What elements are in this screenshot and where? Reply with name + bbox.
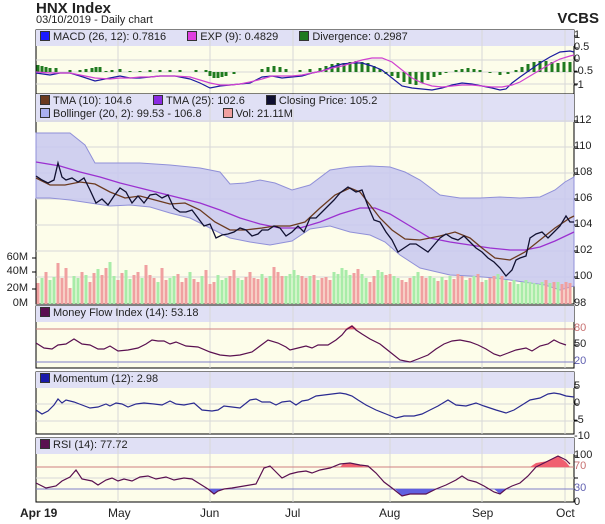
price-legend-row2: Bollinger (20, 2): 99.53 - 106.8 Vol: 21… <box>40 108 311 120</box>
right-axis-ticks <box>32 35 578 479</box>
xaxis-label-sep: Sep <box>472 506 494 520</box>
mfi-ytick: 80 <box>574 322 587 334</box>
rsi-swatch-icon <box>40 439 50 449</box>
volume-bars <box>36 262 572 304</box>
mfi-panel <box>35 305 575 369</box>
legend-bollinger: Bollinger (20, 2): 99.53 - 106.8 <box>40 108 202 120</box>
rsi-ytick: 100 <box>574 449 593 461</box>
macd-ytick: 1 <box>574 29 581 41</box>
price-ytick: 108 <box>574 166 593 178</box>
price-ytick: 110 <box>574 140 592 152</box>
closing-price-swatch-icon <box>265 95 276 105</box>
rsi-legend: RSI (14): 77.72 <box>40 439 128 451</box>
exp-swatch-icon <box>187 31 198 41</box>
volume-ytick: 20M <box>6 282 28 294</box>
momentum-panel <box>35 371 575 435</box>
macd-ytick: -1 <box>574 79 584 91</box>
rsi-ytick: 70 <box>574 460 587 472</box>
xaxis-label-jun: Jun <box>200 506 220 520</box>
price-ytick: 100 <box>574 270 593 282</box>
volume-swatch-icon <box>222 108 233 118</box>
rsi-ytick: 30 <box>574 482 587 494</box>
price-ytick: 102 <box>574 244 593 256</box>
momentum-ytick: 5 <box>574 380 581 392</box>
volume-ytick: 40M <box>6 265 28 277</box>
chart-title: HNX Index <box>36 0 112 17</box>
price-panel <box>35 93 575 305</box>
price-ytick: 104 <box>574 218 593 230</box>
rsi-ytick: 0 <box>574 496 581 508</box>
legend-closing-price: Closing Price: 105.2 <box>265 95 377 107</box>
ticker-label: VCBS <box>557 10 599 27</box>
legend-divergence: Divergence: 0.2987 <box>299 31 408 43</box>
mfi-ytick: 20 <box>574 355 587 367</box>
macd-legend: MACD (26, 12): 0.7816 EXP (9): 0.4829 Di… <box>40 31 426 43</box>
tma10-swatch-icon <box>40 95 50 105</box>
price-ytick: 98 <box>574 297 587 309</box>
macd-ytick: 0.5 <box>574 41 590 53</box>
mfi-ytick: 50 <box>574 338 587 350</box>
macd-swatch-icon <box>40 31 50 41</box>
legend-volume: Vol: 21.11M <box>222 108 293 120</box>
xaxis-label-jul: Jul <box>285 506 301 520</box>
mfi-legend: Money Flow Index (14): 53.18 <box>40 307 199 319</box>
mfi-swatch-icon <box>40 307 50 317</box>
price-ytick: 106 <box>574 192 593 204</box>
volume-ytick: 0M <box>12 297 28 309</box>
xaxis-label-oct: Oct <box>556 506 575 520</box>
legend-tma10: TMA (10): 104.6 <box>40 95 132 107</box>
legend-macd: MACD (26, 12): 0.7816 <box>40 31 166 43</box>
legend-exp: EXP (9): 0.4829 <box>187 31 278 43</box>
xaxis-label-may: May <box>108 506 131 520</box>
momentum-ytick: -5 <box>574 414 584 426</box>
momentum-ytick: 0 <box>574 397 581 409</box>
tma25-swatch-icon <box>152 95 163 105</box>
macd-ytick: -0.5 <box>574 65 593 77</box>
xaxis-label-aug: Aug <box>379 506 401 520</box>
price-legend-row1: TMA (10): 104.6 TMA (25): 102.6 Closing … <box>40 95 395 107</box>
momentum-ytick: -10 <box>574 430 590 442</box>
macd-ytick: 0 <box>574 53 581 65</box>
rsi-panel <box>35 437 575 503</box>
legend-tma25: TMA (25): 102.6 <box>152 95 245 107</box>
xaxis-label-apr: Apr 19 <box>20 506 58 520</box>
momentum-legend: Momentum (12): 2.98 <box>40 373 158 385</box>
volume-ytick: 60M <box>6 251 28 263</box>
chart-subtitle: 03/10/2019 - Daily chart <box>36 14 153 26</box>
bollinger-swatch-icon <box>40 108 50 118</box>
price-ytick: 112 <box>574 114 592 126</box>
momentum-swatch-icon <box>40 373 50 383</box>
divergence-swatch-icon <box>299 31 310 41</box>
